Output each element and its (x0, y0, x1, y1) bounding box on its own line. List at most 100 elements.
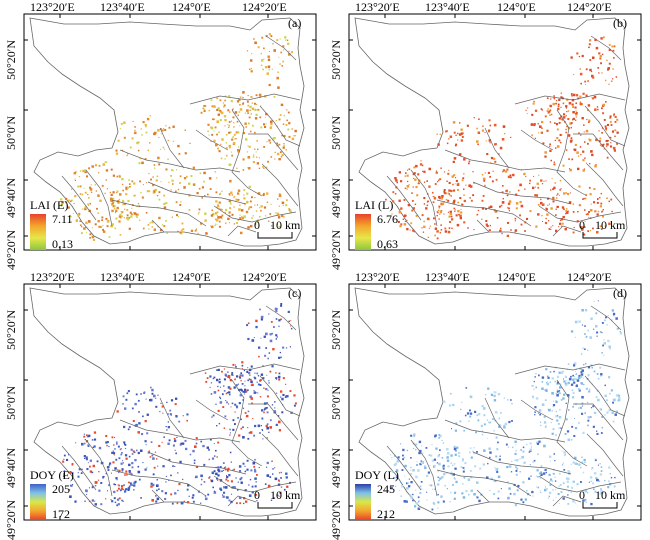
pixel (239, 374, 242, 377)
pixel (204, 212, 207, 215)
pixel (67, 206, 70, 209)
pixel (607, 140, 609, 142)
pixel (278, 378, 281, 381)
pixel (162, 412, 164, 414)
pixel (490, 393, 494, 396)
pixel (125, 188, 128, 191)
pixel (560, 106, 562, 108)
pixel (464, 462, 467, 465)
pixel (87, 462, 89, 464)
pixel (278, 495, 280, 497)
pixel (243, 370, 245, 372)
pixel (237, 192, 240, 195)
pixel (595, 477, 598, 480)
pixel (563, 393, 566, 396)
panel-label: (c) (288, 286, 302, 300)
pixel (412, 469, 415, 472)
pixel (419, 449, 422, 453)
pixel (230, 151, 233, 153)
pixel (499, 146, 503, 150)
pixel (538, 132, 539, 134)
pixel (254, 223, 257, 225)
pixel (68, 215, 71, 217)
pixel (599, 463, 601, 465)
pixel (271, 68, 273, 70)
pixel (135, 213, 138, 216)
pixel (178, 483, 181, 486)
pixel (234, 403, 237, 406)
pixel (603, 342, 606, 345)
pixel (249, 224, 253, 228)
longitude-label: 124°0′E (172, 270, 211, 284)
pixel (545, 488, 548, 490)
pixel (610, 124, 613, 126)
pixel (180, 442, 183, 445)
pixel (237, 383, 239, 385)
pixel (278, 372, 281, 375)
pixel (578, 320, 581, 323)
pixel (472, 194, 475, 197)
pixel (204, 497, 208, 501)
data-pixels (62, 303, 297, 507)
pixel (83, 433, 85, 435)
pixel (602, 344, 604, 347)
pixel (260, 52, 262, 55)
pixel (246, 151, 248, 153)
pixel (423, 197, 426, 200)
pixel (461, 136, 464, 138)
pixel (441, 439, 443, 441)
pixel (478, 499, 481, 503)
pixel (145, 444, 147, 446)
pixel (422, 463, 424, 464)
pixel (533, 459, 536, 462)
pixel (415, 164, 418, 168)
pixel (225, 496, 228, 498)
pixel (606, 411, 609, 414)
pixel (263, 47, 265, 50)
pixel (242, 436, 245, 439)
pixel (175, 452, 177, 455)
subbasin-boundary (195, 399, 229, 421)
pixel (487, 462, 489, 465)
pixel (453, 131, 456, 134)
pixel (285, 476, 288, 479)
pixel (577, 376, 581, 380)
pixel (247, 410, 250, 413)
pixel (84, 169, 87, 172)
pixel (177, 216, 180, 218)
pixel (562, 397, 565, 400)
pixel (254, 131, 256, 134)
pixel (593, 95, 597, 99)
pixel (583, 226, 586, 228)
pixel (223, 105, 225, 108)
pixel (489, 142, 491, 144)
pixel (175, 415, 178, 418)
pixel (461, 203, 464, 206)
pixel (506, 168, 509, 171)
longitude-label: 123°40′E (100, 270, 145, 284)
subbasin-boundary (538, 205, 622, 223)
pixel (174, 465, 176, 467)
pixel (395, 479, 398, 481)
pixel (530, 475, 532, 477)
pixel (539, 125, 542, 128)
pixel (558, 427, 560, 429)
pixel (135, 393, 138, 396)
pixel (239, 125, 241, 127)
pixel (601, 53, 604, 56)
pixel (436, 211, 439, 213)
pixel (425, 447, 428, 449)
pixel (537, 486, 540, 489)
pixel (525, 176, 527, 178)
pixel (243, 194, 245, 196)
pixel (398, 210, 402, 214)
pixel (78, 214, 80, 216)
pixel (580, 466, 582, 469)
pixel (233, 486, 236, 489)
pixel (217, 389, 220, 392)
subbasin-boundary (147, 181, 247, 205)
pixel (247, 95, 249, 97)
pixel (240, 232, 243, 234)
pixel (457, 209, 460, 213)
pixel (98, 225, 101, 228)
